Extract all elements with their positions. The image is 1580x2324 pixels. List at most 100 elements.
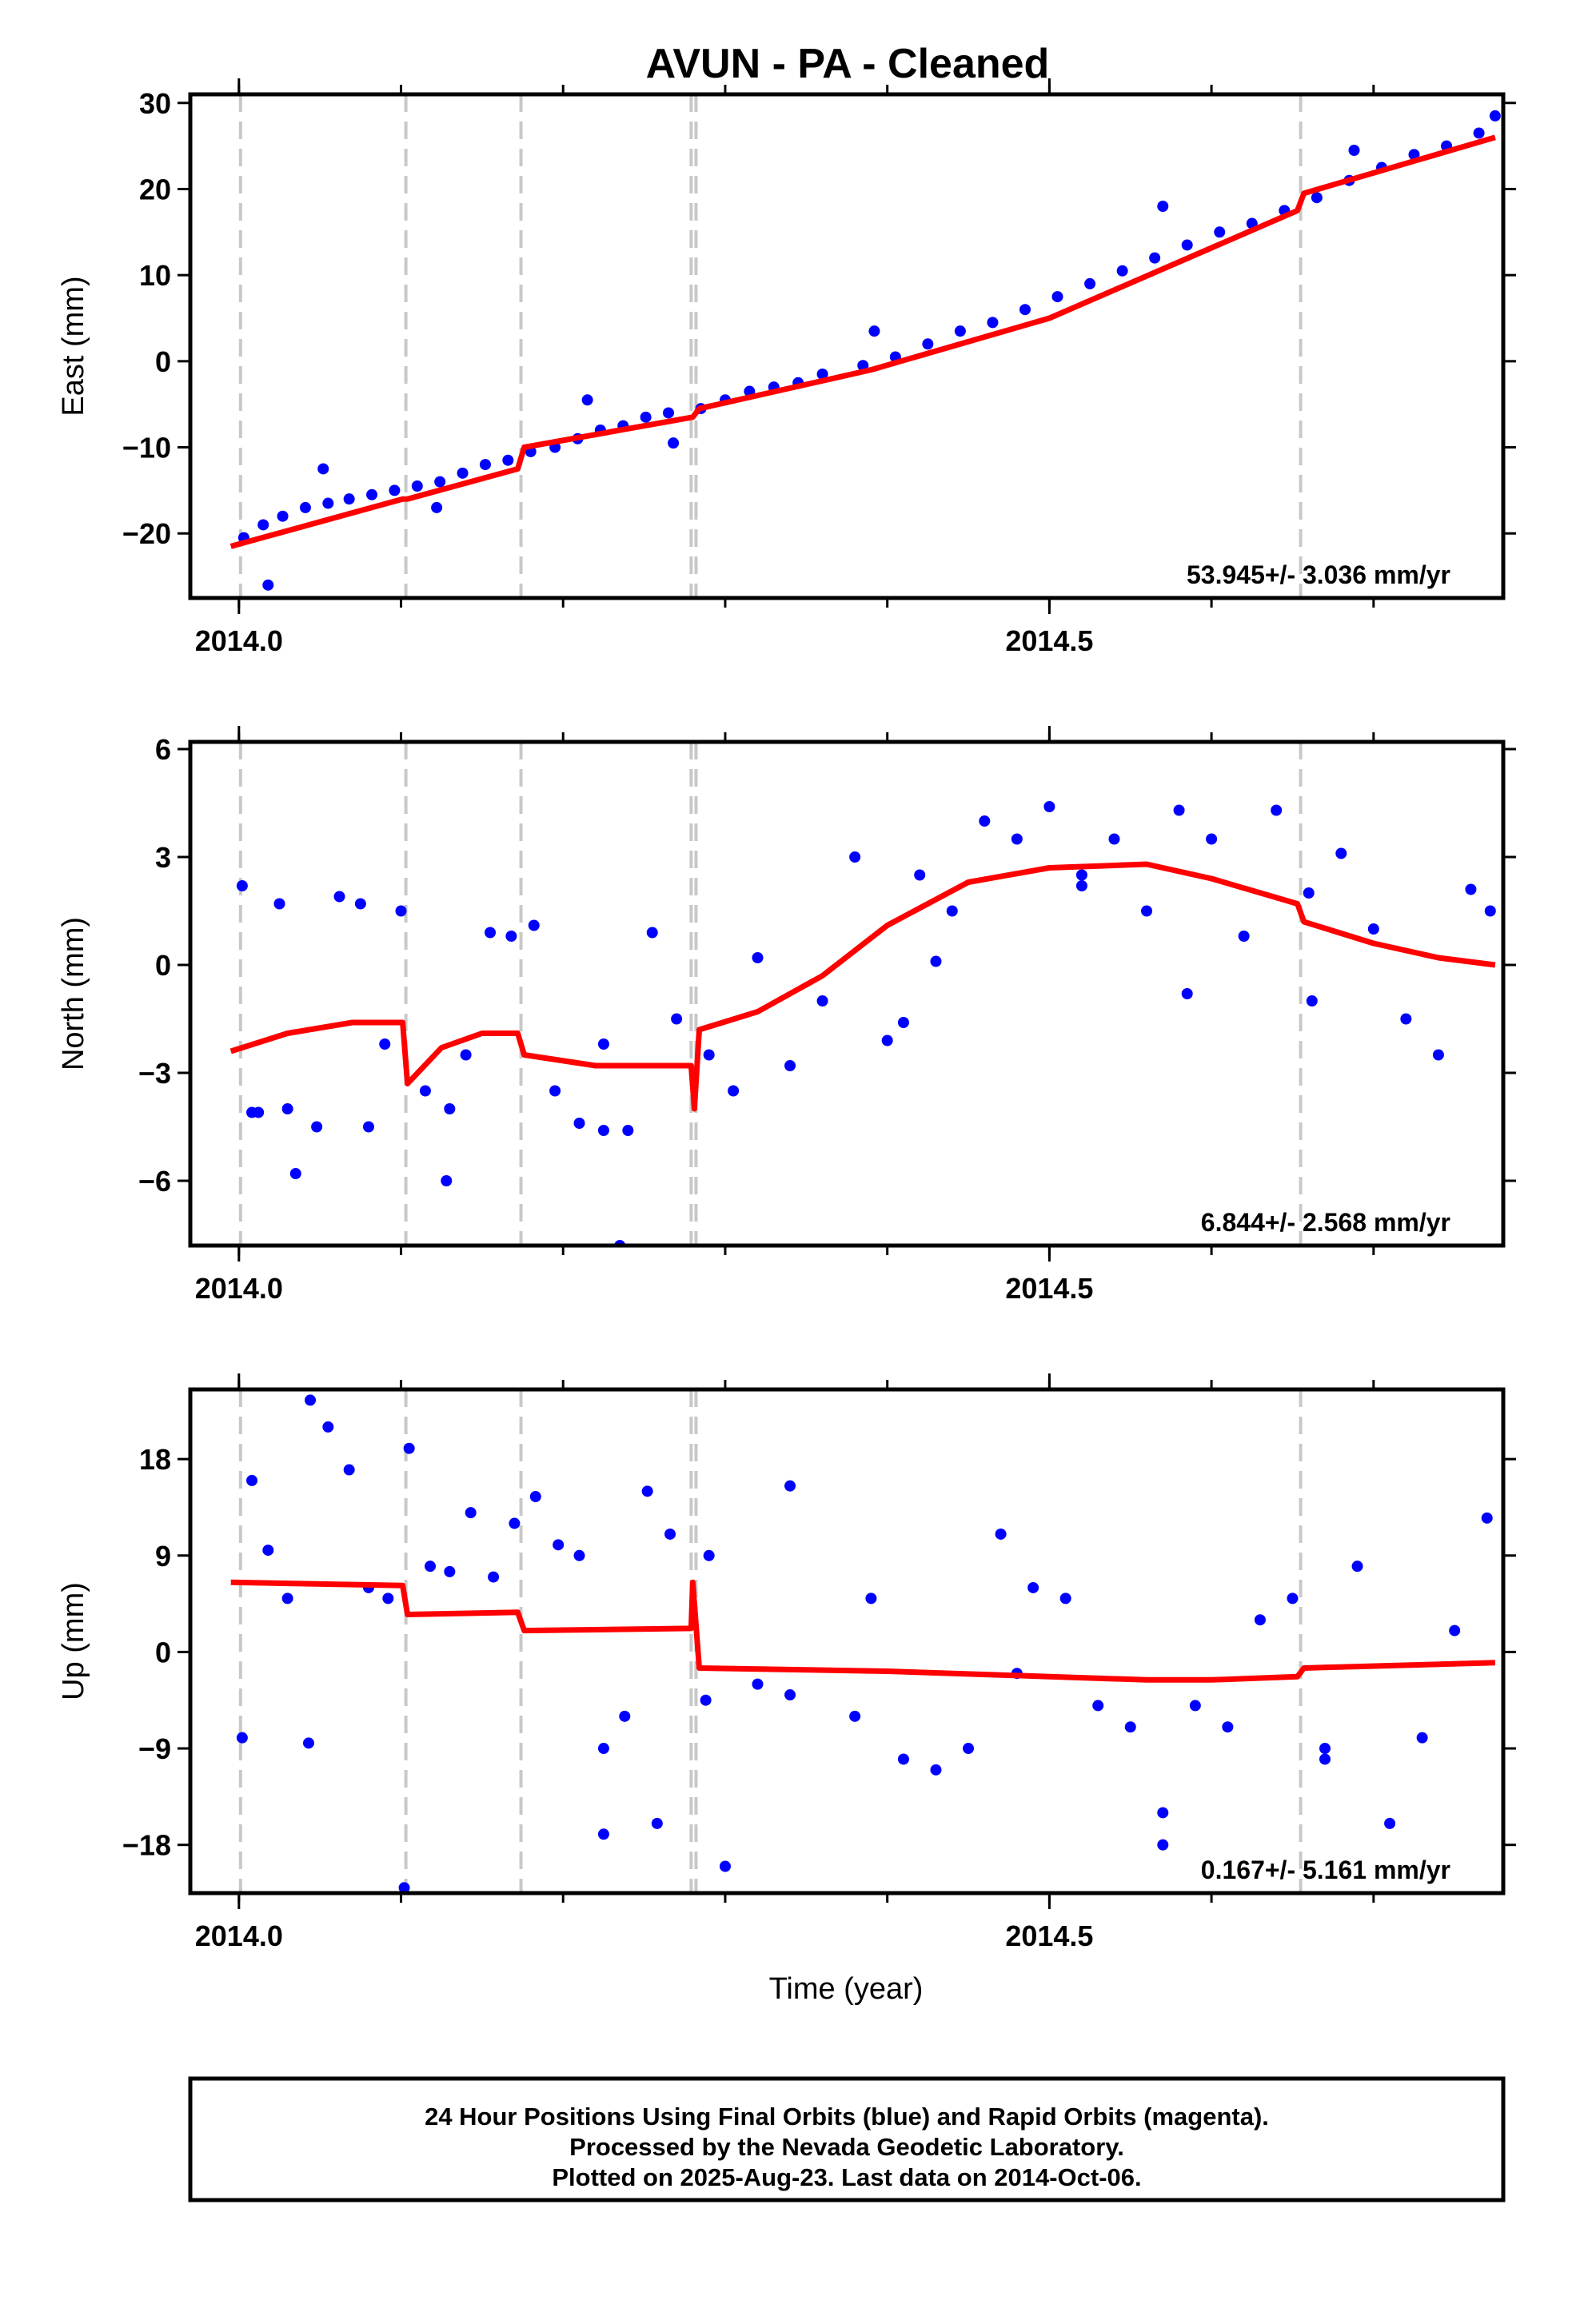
north-point bbox=[1141, 905, 1153, 917]
up-point bbox=[995, 1528, 1007, 1540]
east-y-tick-label-0: −20 bbox=[122, 517, 171, 550]
up-point bbox=[236, 1732, 248, 1744]
east-point bbox=[987, 317, 999, 329]
east-point bbox=[262, 579, 274, 591]
up-point bbox=[619, 1710, 631, 1722]
up-point bbox=[897, 1753, 909, 1765]
east-point bbox=[640, 411, 652, 423]
north-point bbox=[333, 891, 345, 903]
up-point bbox=[651, 1817, 663, 1829]
north-point bbox=[354, 898, 366, 910]
north-point bbox=[549, 1085, 561, 1097]
north-point bbox=[816, 995, 828, 1007]
north-point bbox=[1335, 847, 1347, 859]
north-point bbox=[914, 869, 926, 881]
north-point bbox=[395, 905, 407, 917]
up-point bbox=[1059, 1593, 1071, 1604]
up-y-tick-label-4: 18 bbox=[139, 1443, 171, 1476]
east-point bbox=[1019, 304, 1031, 316]
north-point bbox=[311, 1121, 323, 1133]
north-data-group bbox=[229, 801, 1496, 1246]
east-point bbox=[299, 501, 311, 513]
up-plot-frame bbox=[188, 1387, 1506, 1895]
up-panel: 2014.0 2014.5 −18 −9 0 9 18 Up (mm) 0.167+/- 5.1… bbox=[57, 1373, 1516, 1952]
north-point bbox=[505, 931, 517, 942]
north-point bbox=[897, 1017, 909, 1028]
north-y-axis-label: North (mm) bbox=[57, 917, 90, 1070]
north-point bbox=[646, 927, 658, 939]
north-point bbox=[946, 905, 958, 917]
east-point bbox=[1157, 201, 1169, 212]
north-point bbox=[784, 1060, 796, 1071]
up-point bbox=[963, 1743, 975, 1755]
east-point bbox=[457, 467, 469, 479]
up-x-tick-label-0: 2014.0 bbox=[195, 1919, 283, 1952]
east-point bbox=[257, 519, 269, 531]
east-data-group bbox=[229, 110, 1501, 591]
up-point bbox=[641, 1485, 653, 1497]
up-y-tick-label-3: 9 bbox=[155, 1540, 171, 1573]
east-point bbox=[322, 497, 334, 509]
up-point bbox=[865, 1593, 877, 1604]
east-point bbox=[366, 488, 378, 500]
up-point bbox=[1222, 1721, 1234, 1733]
up-point bbox=[1319, 1753, 1331, 1765]
up-point bbox=[529, 1491, 541, 1503]
east-y-tick-label-2: 0 bbox=[155, 345, 171, 378]
east-plot-frame bbox=[188, 92, 1506, 600]
east-point bbox=[1051, 291, 1063, 303]
north-point bbox=[528, 919, 540, 931]
up-point bbox=[262, 1545, 274, 1557]
north-point bbox=[1011, 833, 1023, 845]
east-point bbox=[434, 476, 446, 488]
up-point bbox=[444, 1565, 456, 1577]
north-point bbox=[362, 1121, 374, 1133]
up-data-group bbox=[230, 1394, 1495, 1893]
up-point bbox=[719, 1860, 731, 1872]
north-point bbox=[1238, 931, 1250, 942]
up-point bbox=[930, 1764, 942, 1776]
east-point bbox=[1214, 226, 1226, 238]
north-plot-frame bbox=[188, 739, 1506, 1248]
north-point bbox=[289, 1168, 301, 1179]
east-x-tick-label-0: 2014.0 bbox=[195, 624, 283, 657]
north-point bbox=[485, 927, 497, 939]
up-point bbox=[752, 1678, 764, 1690]
east-point bbox=[868, 325, 880, 337]
north-point bbox=[1367, 923, 1379, 935]
north-point bbox=[1075, 869, 1087, 881]
north-point bbox=[1108, 833, 1120, 845]
north-point bbox=[1484, 905, 1496, 917]
up-point bbox=[597, 1743, 609, 1755]
east-fit-line bbox=[229, 134, 1496, 549]
north-point bbox=[281, 1103, 293, 1114]
east-point bbox=[479, 459, 491, 471]
up-point bbox=[1027, 1581, 1039, 1593]
east-point bbox=[954, 325, 966, 337]
up-y-tick-label-2: 0 bbox=[155, 1636, 171, 1668]
east-point bbox=[1473, 127, 1485, 139]
east-point bbox=[1116, 265, 1128, 277]
up-point bbox=[1124, 1721, 1136, 1733]
up-point bbox=[509, 1517, 521, 1529]
east-y-axis-label: East (mm) bbox=[57, 276, 90, 416]
east-point bbox=[1149, 252, 1161, 264]
up-point bbox=[700, 1694, 712, 1706]
east-y-tick-label-4: 20 bbox=[139, 173, 171, 205]
north-point bbox=[1306, 995, 1318, 1007]
north-y-tick-label-3: 3 bbox=[155, 841, 171, 874]
north-point bbox=[1271, 804, 1283, 816]
east-point bbox=[411, 480, 423, 492]
up-point bbox=[322, 1421, 334, 1433]
up-point bbox=[784, 1480, 796, 1492]
north-y-tick-label-1: −3 bbox=[138, 1057, 171, 1090]
north-x-tick-label-0: 2014.0 bbox=[195, 1272, 283, 1305]
north-point bbox=[881, 1034, 893, 1046]
north-point bbox=[1173, 804, 1185, 816]
east-point bbox=[431, 501, 443, 513]
up-point bbox=[488, 1571, 500, 1583]
up-y-tick-label-1: −9 bbox=[138, 1732, 171, 1765]
chart-title: AVUN - PA - Cleaned bbox=[646, 41, 1050, 87]
north-y-tick-label-0: −6 bbox=[138, 1165, 171, 1198]
